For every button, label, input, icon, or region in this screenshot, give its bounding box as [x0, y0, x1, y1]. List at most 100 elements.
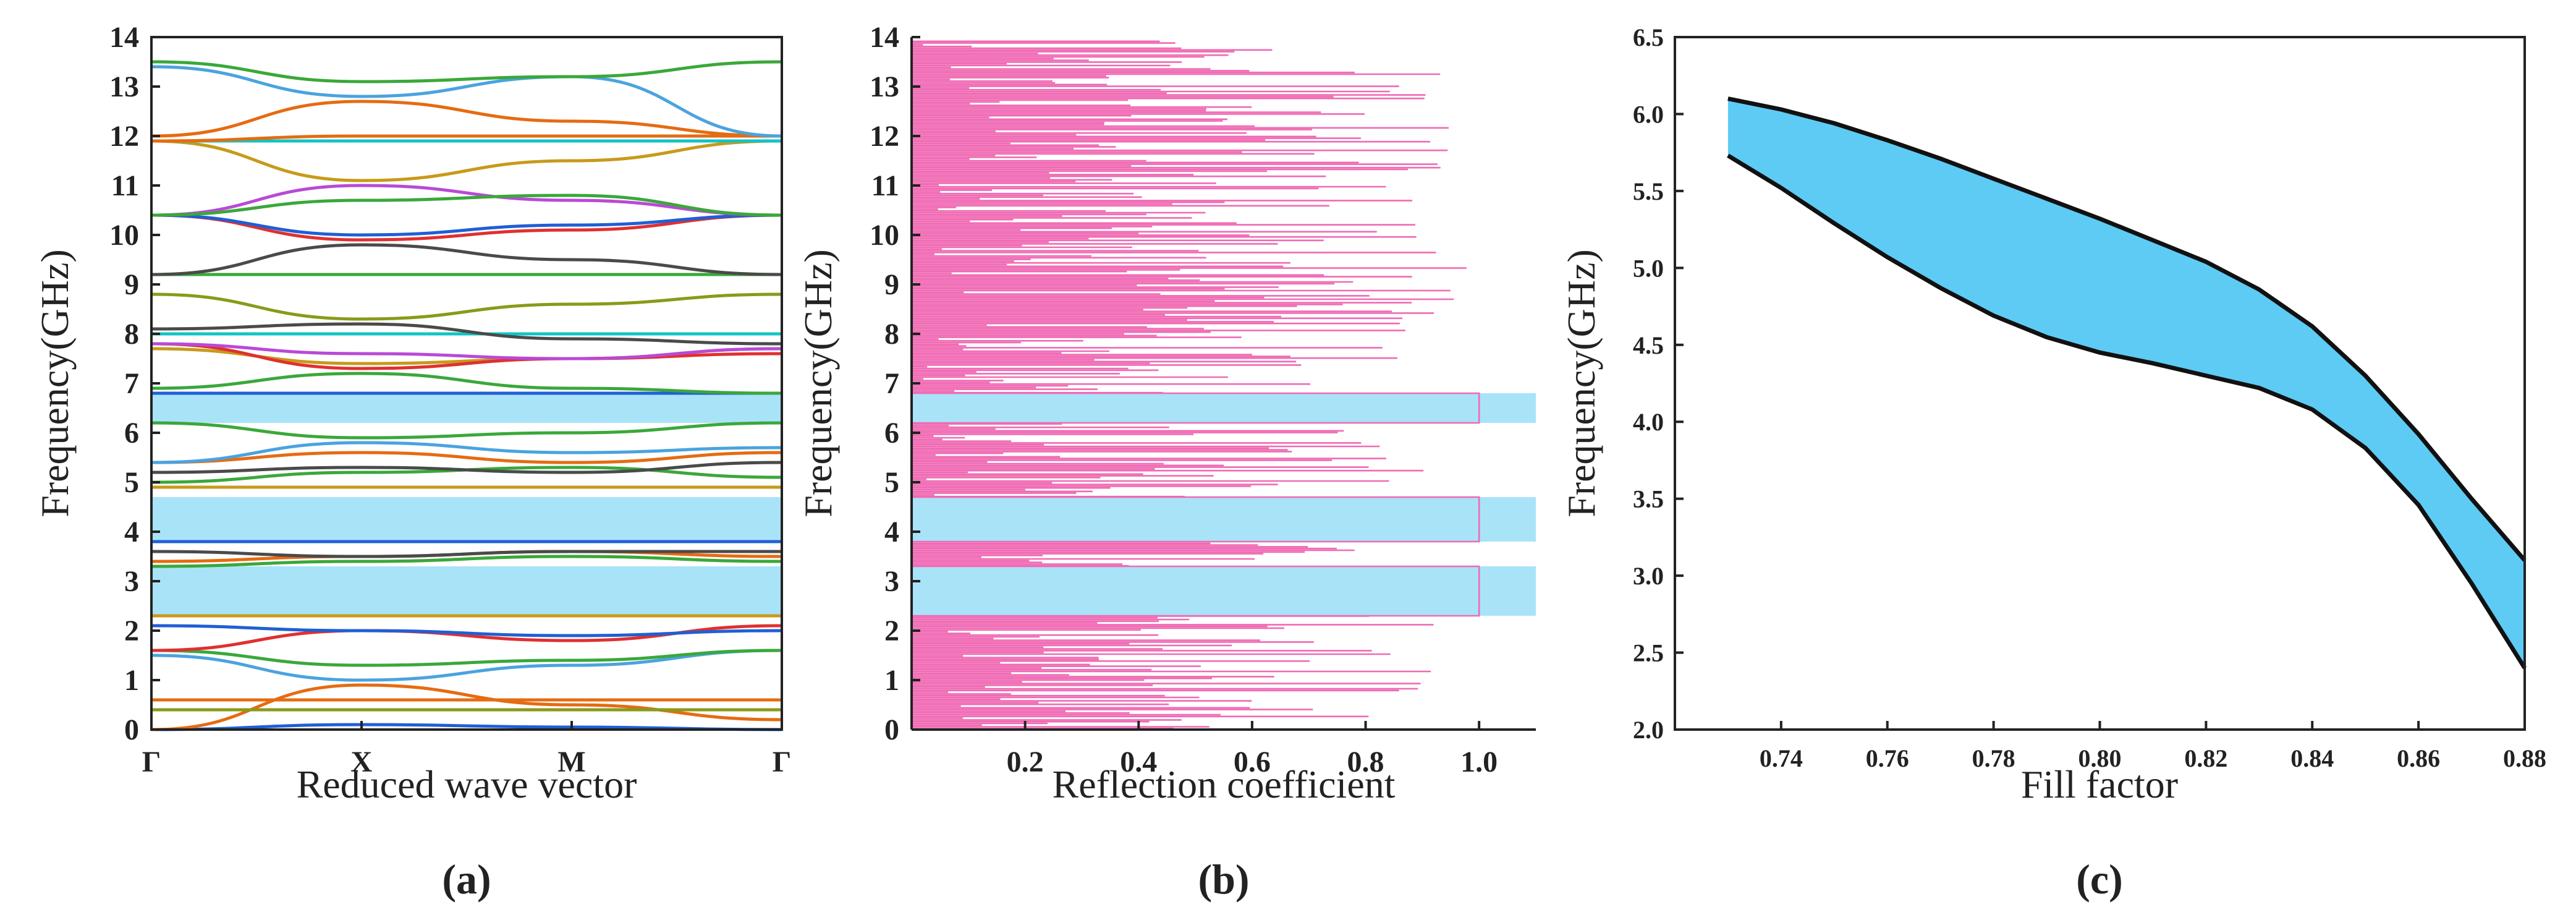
band-b30 — [151, 213, 782, 242]
lower-edge-line — [1727, 153, 2527, 670]
band-b19 — [151, 421, 782, 440]
x-tick-label: M — [557, 746, 585, 778]
y-tick-label: 14 — [870, 21, 899, 54]
x-tick-label: Γ — [773, 746, 792, 778]
y-tick-label: 11 — [871, 169, 899, 202]
band-b26 — [151, 322, 782, 346]
band-b5 — [151, 649, 782, 682]
y-tick-label: 1 — [884, 664, 899, 697]
x-axis-ticks: 0.2 0.4 0.6 0.8 1.0 — [1007, 721, 1498, 778]
y-tick-label: 10 — [109, 219, 139, 252]
x-tick-label: X — [351, 746, 373, 778]
x-tick-label: 0.86 — [2397, 744, 2440, 772]
band-b29 — [151, 243, 782, 276]
band-b8 — [151, 624, 782, 637]
x-axis-ticks: 0.74 0.76 0.78 0.80 0.82 0.84 0.86 0.88 — [1760, 721, 2546, 772]
band-b39 — [151, 60, 782, 83]
y-tick-label: 12 — [870, 120, 899, 153]
band-b27 — [151, 292, 782, 321]
y-axis-label: Frequency(GHz) — [1559, 249, 1603, 518]
y-tick-label: 7 — [884, 367, 899, 400]
y-tick-label: 12 — [109, 120, 139, 153]
x-tick-label: 0.76 — [1866, 744, 1909, 772]
y-tick-label: 2.0 — [1633, 716, 1664, 744]
band-b37 — [151, 100, 782, 138]
band-gap — [151, 393, 782, 423]
x-tick-label: 0.74 — [1760, 744, 1803, 772]
band-gap — [912, 393, 1536, 423]
y-tick-label: 3.0 — [1633, 562, 1664, 590]
y-tick-label: 7 — [124, 367, 139, 400]
y-tick-label: 5.0 — [1633, 254, 1664, 282]
x-tick-label: 0.4 — [1120, 746, 1157, 778]
y-tick-label: 4.5 — [1633, 331, 1664, 359]
y-tick-label: 0 — [124, 713, 139, 746]
band-b17 — [151, 451, 782, 464]
x-tick-label: 0.84 — [2290, 744, 2334, 772]
band-gap — [912, 497, 1536, 542]
y-axis-ticks: 2.0 2.5 3.0 3.5 4.0 4.5 5.0 5.5 6.0 6.5 — [1633, 23, 1684, 744]
band-b32 — [151, 184, 782, 217]
y-tick-label: 5.5 — [1633, 177, 1664, 205]
y-tick-label: 5 — [124, 466, 139, 499]
band-b10 — [151, 555, 782, 568]
y-tick-label: 0 — [884, 713, 899, 746]
panel-label: (a) — [442, 856, 491, 903]
panel-label: (b) — [1198, 856, 1249, 903]
band-b31 — [151, 213, 782, 237]
x-tick-label: 0.80 — [2078, 744, 2122, 772]
y-tick-label: 3.5 — [1633, 485, 1664, 513]
band-gap — [151, 566, 782, 616]
y-tick-label: 9 — [884, 268, 899, 301]
y-tick-label: 6.5 — [1633, 23, 1664, 51]
band-lines — [151, 60, 782, 731]
gap-full-reflection — [912, 496, 1480, 543]
band-gap — [912, 566, 1536, 616]
x-tick-label: 0.8 — [1347, 746, 1384, 778]
band-b33 — [151, 194, 782, 217]
band-b6 — [151, 649, 782, 667]
y-axis-label: Frequency(GHz) — [33, 249, 77, 518]
band-gap — [151, 497, 782, 542]
band-b21 — [151, 372, 782, 395]
x-tick-label: Γ — [142, 746, 161, 778]
y-tick-label: 9 — [124, 268, 139, 301]
panel-c: 2.0 2.5 3.0 3.5 4.0 4.5 5.0 5.5 6.0 6.5 0.74 0.76 0… — [1559, 23, 2546, 903]
x-axis-label: Reduced wave vector — [297, 762, 637, 806]
y-tick-label: 2 — [124, 615, 139, 647]
band-b23 — [151, 342, 782, 370]
y-tick-label: 3 — [884, 565, 899, 598]
band-b38 — [151, 65, 782, 138]
x-tick-label: 0.88 — [2503, 744, 2546, 772]
band-gaps — [151, 393, 782, 616]
y-tick-label: 11 — [111, 169, 139, 202]
y-tick-label: 14 — [109, 21, 139, 54]
y-tick-label: 1 — [124, 664, 139, 697]
band-b36 — [151, 134, 782, 143]
y-tick-label: 6.0 — [1633, 100, 1664, 128]
band-b18 — [151, 441, 782, 464]
y-tick-label: 8 — [124, 318, 139, 351]
band-gaps — [912, 392, 1536, 617]
band-b16 — [151, 461, 782, 474]
x-tick-label: 0.6 — [1234, 746, 1271, 778]
y-tick-label: 6 — [884, 417, 899, 449]
upper-edge-line — [1727, 96, 2527, 562]
y-tick-label: 4.0 — [1633, 408, 1664, 436]
x-tick-label: 0.2 — [1007, 746, 1044, 778]
x-tick-label: 1.0 — [1460, 746, 1498, 778]
y-axis-label: Frequency(GHz) — [796, 249, 840, 518]
y-tick-label: 13 — [109, 70, 139, 103]
y-tick-label: 5 — [884, 466, 899, 499]
y-tick-label: 6 — [124, 417, 139, 449]
x-axis-label: Fill factor — [2021, 762, 2178, 806]
y-tick-label: 2.5 — [1633, 639, 1664, 667]
y-tick-label: 10 — [870, 219, 899, 252]
band-gap-area — [1727, 98, 2525, 668]
band-b24 — [151, 342, 782, 360]
